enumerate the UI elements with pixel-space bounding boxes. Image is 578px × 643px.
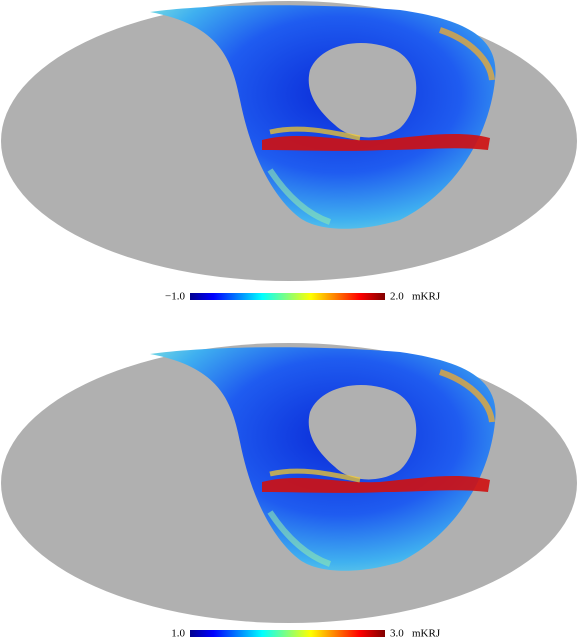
colorbar — [190, 293, 385, 300]
colorbar — [190, 630, 385, 637]
sky-map — [1, 1, 577, 281]
colorbar-max: 3.0 — [390, 628, 404, 640]
colorbar-unit: mKRJ — [412, 628, 441, 640]
colorbar-min: −1.0 — [165, 291, 185, 303]
panel-bottom: 1.0 3.0 mKRJ — [1, 343, 577, 640]
sky-map — [1, 343, 577, 623]
colorbar-min: 1.0 — [171, 628, 185, 640]
colorbar-unit: mKRJ — [412, 291, 441, 303]
panel-top: −1.0 2.0 mKRJ — [1, 1, 577, 303]
colorbar-max: 2.0 — [390, 291, 404, 303]
